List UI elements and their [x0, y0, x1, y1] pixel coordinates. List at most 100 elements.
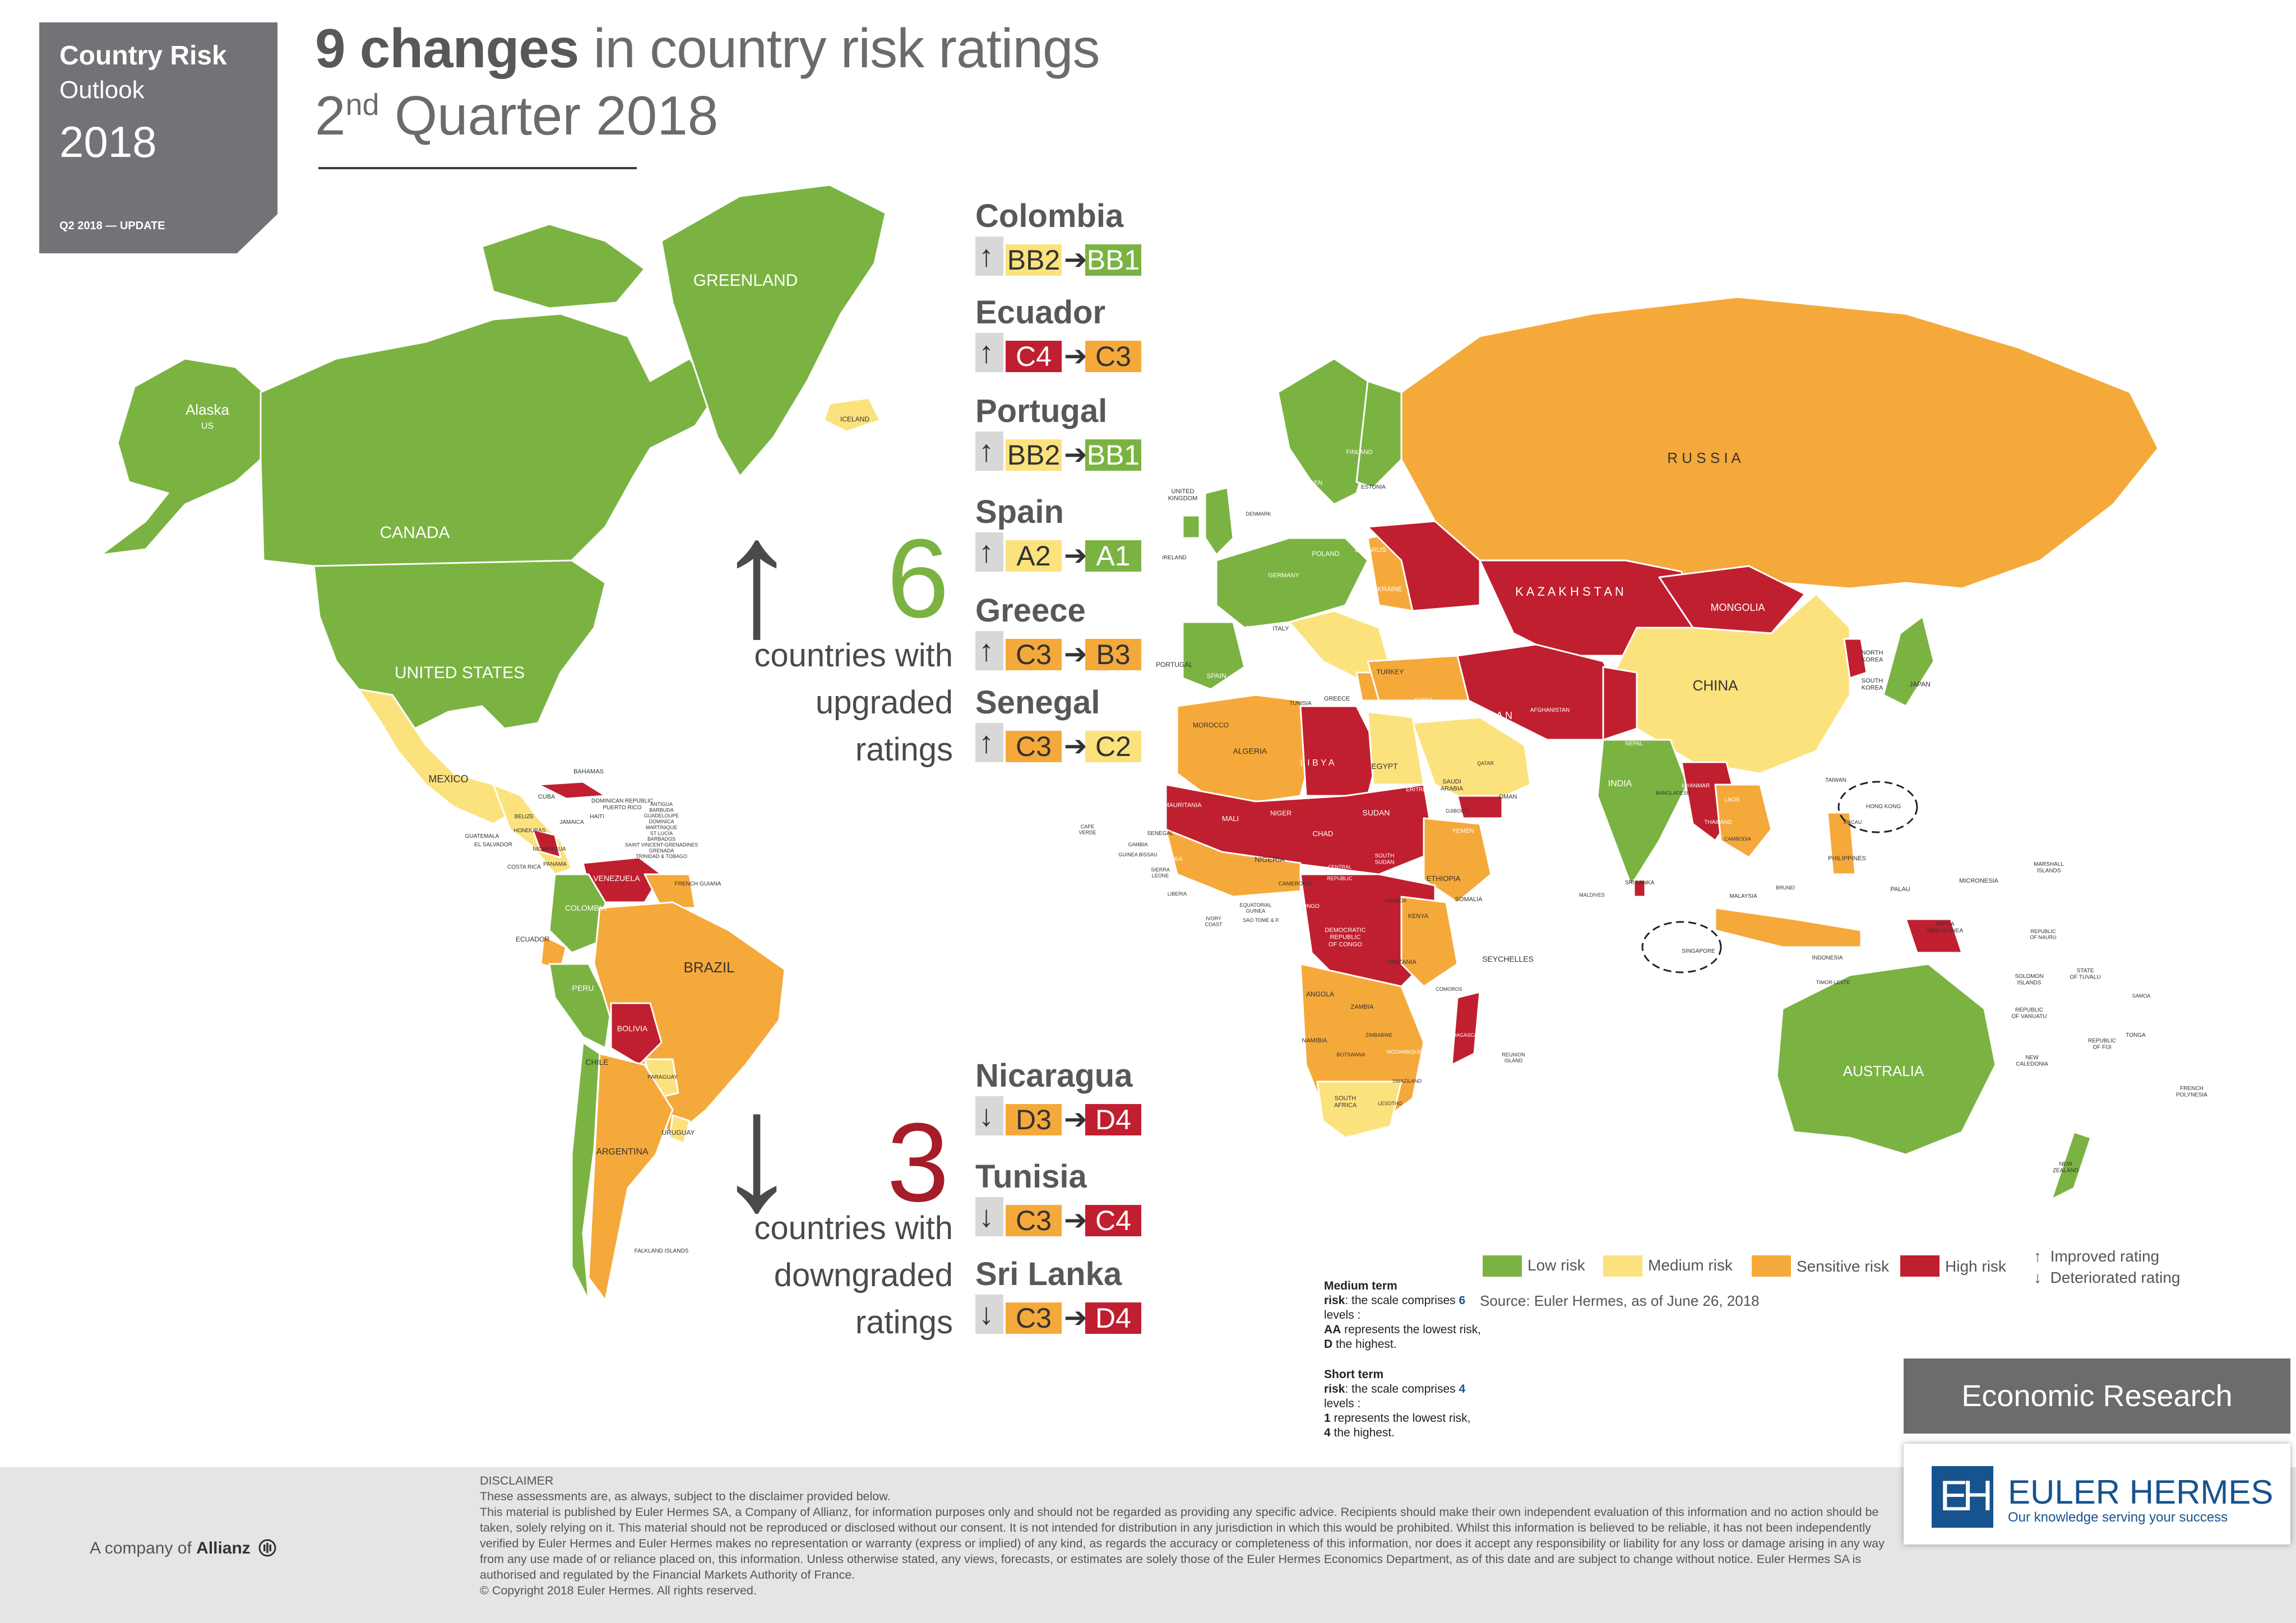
label-angola: ANGOLA — [1306, 990, 1334, 998]
label-cuba: CUBA — [538, 794, 556, 800]
label-sri-lanka: SRI LANKA — [1625, 880, 1655, 886]
medium-term-aa-text: represents the lowest risk, — [1341, 1323, 1482, 1336]
title-rest: in country risk ratings — [578, 17, 1100, 79]
label-norway: NORWAY — [1270, 460, 1298, 467]
allianz-prefix: A company of — [90, 1539, 197, 1557]
arrow-right-icon: ➔ — [1064, 540, 1087, 571]
downgrade-arrow-icon: ↓ — [715, 1056, 799, 1245]
rating-from: C3 — [1006, 639, 1062, 670]
legend-sensitive-label: Sensitive risk — [1797, 1258, 1889, 1275]
label-alaska: Alaska — [186, 401, 230, 418]
label-iraq: IRAQ — [1432, 713, 1448, 721]
label-venezuela: VENEZUELA — [593, 874, 640, 883]
rating-to: C3 — [1085, 341, 1141, 372]
medium-term-note: Medium term risk: the scale comprises 6 … — [1324, 1279, 1487, 1352]
region-uruguay — [669, 1114, 691, 1144]
title-ordinal: 2 — [315, 85, 346, 146]
short-term-4-text: the highest. — [1330, 1426, 1395, 1439]
allianz-credit: A company of Allianz — [90, 1539, 276, 1558]
label-russia: R U S S I A — [1667, 449, 1741, 466]
short-term-1-text: represents the lowest risk, — [1330, 1412, 1471, 1425]
inset-outlines — [1641, 781, 1918, 973]
region-japan — [1882, 615, 1935, 707]
label-greenland: GREENLAND — [693, 271, 798, 290]
brand-title: Country Risk — [59, 41, 227, 71]
label-canada: CANADA — [379, 523, 450, 542]
region-png — [1905, 918, 1963, 954]
label-guinea-bissau: GUINEA BISSAU — [1118, 852, 1158, 857]
region-yemen — [1456, 795, 1503, 819]
down-arrow-icon: ↓ — [979, 1297, 994, 1331]
label-senegal: SENEGAL — [1147, 831, 1174, 837]
label-north-korea: NORTH KOREA — [1862, 650, 1883, 664]
logo-name: EULER HERMES — [2008, 1473, 2274, 1511]
upgrade-description: countries with upgraded ratings — [718, 632, 953, 773]
downgrade-count: 3 — [887, 1100, 950, 1225]
label-brunei: BRUNEI — [1776, 885, 1795, 891]
label-turkey: TURKEY — [1377, 668, 1404, 676]
label-greece: GREECE — [1324, 695, 1350, 702]
rating-change-bar — [975, 1295, 1003, 1334]
legend-deteriorated-label: Deteriorated rating — [2050, 1269, 2181, 1286]
label-el-salvador: EL SALVADOR — [474, 842, 512, 848]
label-tonga: TONGA — [2126, 1032, 2146, 1038]
label-thailand: THAILAND — [1704, 819, 1732, 826]
label-united-kingdom: UNITED KINGDOM — [1168, 488, 1198, 502]
label-singapore: SINGAPORE — [1682, 948, 1715, 954]
label-antilles: ANTIGUA BARBUDA GUADELOUPE DOMINICA MARTINIQ… — [625, 801, 698, 859]
rating-from: D3 — [1006, 1104, 1062, 1135]
brand-subtitle: Outlook — [59, 76, 145, 104]
source-note: Source: Euler Hermes, as of June 26, 201… — [1480, 1292, 1760, 1309]
upgrade-text-3: ratings — [855, 731, 953, 768]
label-guinea: GUINEA — [1161, 856, 1183, 862]
region-alaska — [100, 358, 265, 556]
label-estonia: ESTONIA — [1361, 484, 1386, 490]
label-somalia: SOMALIA — [1455, 896, 1483, 903]
label-macau: MACAU — [1844, 819, 1862, 825]
rating-from: C3 — [1006, 1302, 1062, 1334]
label-finland: FINLAND — [1346, 449, 1372, 456]
logo-mark-text: EH — [1939, 1472, 1993, 1520]
label-gabon: GABON — [1271, 926, 1291, 932]
region-libya-egypt — [1299, 705, 1380, 797]
label-comoros: COMOROS — [1436, 986, 1462, 992]
up-arrow-icon: ↑ — [979, 634, 994, 667]
short-term-body-b: levels : — [1324, 1397, 1361, 1410]
region-saudi — [1411, 716, 1531, 808]
label-south-sudan: SOUTH SUDAN — [1374, 853, 1394, 866]
label-new-zealand: NEW ZEALAND — [2053, 1161, 2079, 1174]
deteriorated-arrow-icon: ↓ — [2034, 1269, 2042, 1286]
rating-to: B3 — [1085, 639, 1141, 670]
arrow-right-icon: ➔ — [1064, 1103, 1087, 1135]
improved-arrow-icon: ↑ — [2034, 1248, 2042, 1265]
region-united-kingdom — [1204, 486, 1234, 556]
label-india: INDIA — [1608, 779, 1632, 789]
label-uruguay: URUGUAY — [661, 1129, 695, 1137]
title-ordinal-sup: nd — [345, 88, 379, 122]
map-labels: GREENLAND Alaska US CANADA UNITED STATES… — [186, 271, 2207, 1254]
rating-from: BB2 — [1006, 439, 1062, 471]
region-korea — [1843, 638, 1868, 679]
region-bolivia — [610, 1002, 663, 1066]
region-canada — [260, 313, 719, 578]
rating-change-bar — [975, 1197, 1003, 1236]
rating-to: D4 — [1085, 1104, 1141, 1135]
up-arrow-icon: ↑ — [979, 726, 994, 759]
rating-change-bar — [975, 237, 1003, 276]
legend-high-label: High risk — [1945, 1258, 2006, 1275]
label-marshall: MARSHALL ISLANDS — [2034, 861, 2064, 874]
label-dominican: DOMINICAN REPUBLIC — [591, 798, 653, 804]
label-lesotho: LESOTHO — [1378, 1101, 1402, 1106]
rating-change-bar — [975, 333, 1003, 372]
label-car: CENTRAL AFRICAN REPUBLIC — [1327, 864, 1353, 882]
label-iran: I R A N — [1481, 710, 1512, 721]
euler-hermes-logo[interactable]: EH EULER HERMES Our knowledge serving yo… — [1904, 1444, 2290, 1545]
disclaimer-body: This material is published by Euler Herm… — [480, 1505, 1885, 1582]
label-mongolia: MONGOLIA — [1710, 602, 1765, 613]
country-name: Greece — [975, 592, 1086, 629]
map-shapes — [100, 184, 2159, 1301]
label-vanuatu: REPUBLIC OF VANUATU — [2012, 1007, 2047, 1020]
legend-improved-label: Improved rating — [2050, 1248, 2160, 1265]
label-tunisia: TUNISIA — [1289, 701, 1312, 707]
label-nepal: NEPAL — [1625, 741, 1643, 747]
